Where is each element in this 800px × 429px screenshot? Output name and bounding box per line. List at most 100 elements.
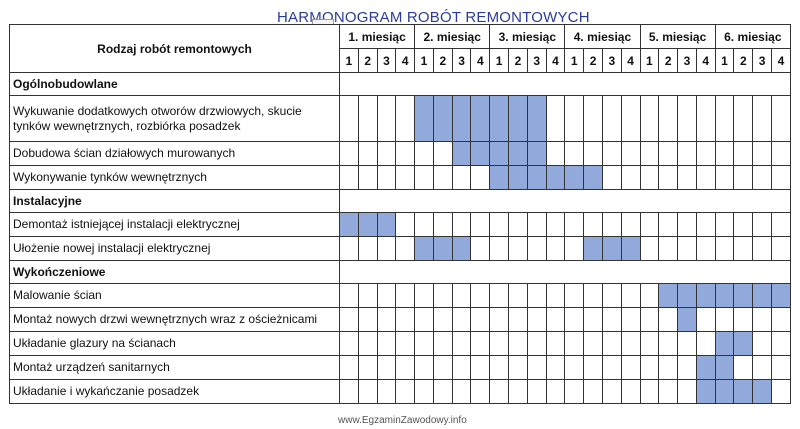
schedule-cell <box>357 355 378 380</box>
schedule-cell <box>508 307 528 332</box>
schedule-cell <box>451 165 472 190</box>
schedule-cell <box>545 236 566 261</box>
schedule-cell <box>639 236 660 261</box>
task-row: Wykonywanie tynków wewnętrznych <box>9 165 792 190</box>
section-spacer <box>339 72 791 96</box>
schedule-cell <box>733 95 754 142</box>
week-header: 2 <box>658 48 679 73</box>
schedule-cell <box>489 331 510 356</box>
schedule-cell <box>733 141 754 166</box>
schedule-cell <box>620 379 641 404</box>
schedule-cell <box>601 331 622 356</box>
schedule-cell <box>601 355 622 380</box>
schedule-cell <box>752 212 772 237</box>
schedule-cell <box>414 141 434 166</box>
schedule-cell <box>489 379 510 404</box>
schedule-cell-active <box>470 95 491 142</box>
schedule-cell <box>564 236 585 261</box>
schedule-cell <box>564 331 585 356</box>
schedule-cell <box>470 212 491 237</box>
schedule-cell <box>601 379 622 404</box>
schedule-cell-active <box>564 165 585 190</box>
schedule-cell-active <box>451 236 472 261</box>
schedule-cell <box>620 283 641 308</box>
schedule-cell <box>733 307 754 332</box>
task-label: Dobudowa ścian działowych murowanych <box>9 141 340 166</box>
section-label: Wykończeniowe <box>9 260 340 284</box>
week-header: 4 <box>770 48 792 73</box>
schedule-cell-active <box>733 283 754 308</box>
schedule-cell-active <box>714 379 735 404</box>
schedule-cell <box>339 283 359 308</box>
schedule-cell <box>564 355 585 380</box>
schedule-cell <box>489 236 510 261</box>
schedule-cell-active <box>695 379 716 404</box>
schedule-cell <box>658 212 679 237</box>
schedule-cell <box>357 165 378 190</box>
schedule-cell <box>639 141 660 166</box>
task-label-line: Demontaż istniejącej instalacji elektryc… <box>13 217 240 231</box>
schedule-cell <box>339 307 359 332</box>
schedule-cell <box>714 236 735 261</box>
schedule-cell <box>658 165 679 190</box>
schedule-cell-active <box>432 95 453 142</box>
schedule-cell <box>470 236 491 261</box>
task-label-line: Dobudowa ścian działowych murowanych <box>13 146 236 160</box>
schedule-cell <box>583 307 603 332</box>
schedule-cell <box>545 141 566 166</box>
schedule-cell <box>752 141 772 166</box>
month-header: 6. miesiąc <box>714 24 792 49</box>
schedule-cell <box>733 165 754 190</box>
schedule-cell <box>432 283 453 308</box>
schedule-cell-active <box>508 141 528 166</box>
schedule-cell-active <box>620 236 641 261</box>
schedule-cell <box>733 355 754 380</box>
schedule-cell <box>414 212 434 237</box>
schedule-cell <box>564 95 585 142</box>
schedule-cell <box>752 355 772 380</box>
section-spacer <box>339 189 791 213</box>
schedule-cell <box>376 236 397 261</box>
schedule-cell <box>451 355 472 380</box>
schedule-cell <box>770 355 792 380</box>
schedule-cell <box>677 95 697 142</box>
schedule-cell <box>639 212 660 237</box>
week-header: 4 <box>545 48 566 73</box>
task-row: Montaż urządzeń sanitarnych <box>9 355 792 380</box>
task-label: Wykuwanie dodatkowych otworów drzwiowych… <box>9 95 340 142</box>
schedule-cell <box>770 212 792 237</box>
schedule-cell <box>770 307 792 332</box>
week-header: 1 <box>339 48 359 73</box>
schedule-cell-active <box>733 331 754 356</box>
schedule-cell-active <box>695 355 716 380</box>
schedule-cell <box>770 379 792 404</box>
schedule-cell <box>639 95 660 142</box>
schedule-cell <box>601 165 622 190</box>
task-label: Montaż nowych drzwi wewnętrznych wraz z … <box>9 307 340 332</box>
month-header: 3. miesiąc <box>489 24 566 49</box>
schedule-cell <box>357 95 378 142</box>
schedule-cell <box>357 283 378 308</box>
schedule-cell <box>376 379 397 404</box>
week-header: 4 <box>620 48 641 73</box>
week-header: 4 <box>470 48 491 73</box>
schedule-cell <box>714 95 735 142</box>
schedule-cell <box>658 331 679 356</box>
week-header: 1 <box>714 48 735 73</box>
schedule-cell <box>695 165 716 190</box>
task-label: Malowanie ścian <box>9 283 340 308</box>
schedule-cell <box>508 379 528 404</box>
schedule-cell <box>545 355 566 380</box>
watermark: www.EgzaminZawodowy.info <box>338 415 467 426</box>
schedule-cell <box>432 212 453 237</box>
schedule-cell <box>395 141 416 166</box>
schedule-cell <box>451 283 472 308</box>
schedule-cell <box>601 283 622 308</box>
task-label: Wykonywanie tynków wewnętrznych <box>9 165 340 190</box>
schedule-cell <box>639 331 660 356</box>
week-header: 1 <box>639 48 660 73</box>
schedule-cell <box>545 95 566 142</box>
schedule-cell <box>339 379 359 404</box>
task-label-line: Układanie glazury na ścianach <box>13 336 176 350</box>
schedule-cell <box>639 355 660 380</box>
